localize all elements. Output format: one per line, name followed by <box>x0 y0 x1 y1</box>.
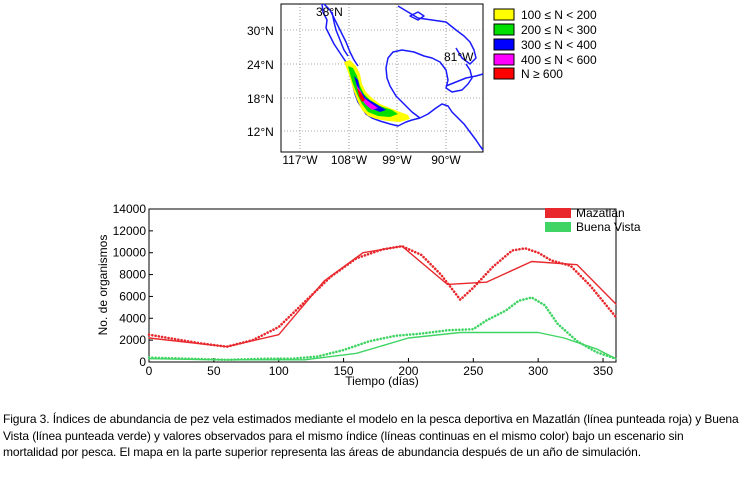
y-tick-label: 10000 <box>113 246 147 260</box>
abundance-map: 38°N 81°W 30°N 24°N 18°N 12°N 117°W 108°… <box>247 3 597 167</box>
x-tick-label: 150 <box>334 364 354 378</box>
map-corner-lon-label: 81°W <box>444 50 474 64</box>
x-axis-ticks: 0 50 100 150 200 250 300 350 <box>146 358 613 378</box>
map-lon-label: 90°W <box>431 153 461 167</box>
legend-label-buena-vista: Buena Vista <box>576 220 641 234</box>
y-tick-label: 4000 <box>119 311 146 325</box>
map-corner-lat-label: 38°N <box>316 5 343 19</box>
map-lat-label: 30°N <box>247 24 274 38</box>
gulf-coast <box>385 49 473 119</box>
map-lat-label: 18°N <box>247 92 274 106</box>
map-legend-label: N ≥ 600 <box>521 67 563 81</box>
legend-label-mazatlan: Mazatlán <box>576 206 625 220</box>
x-axis-label: Tiempo (días) <box>345 374 419 388</box>
plot-area <box>148 208 617 363</box>
yucatan-coast <box>419 103 484 151</box>
map-legend-label: 200 ≤ N < 300 <box>521 23 597 37</box>
map-graticule <box>281 4 483 152</box>
y-axis-ticks: 0 2000 4000 6000 8000 10000 12000 14000 <box>113 202 153 369</box>
map-frame <box>280 3 484 153</box>
patch-level-400 <box>356 84 378 110</box>
map-legend-swatch-100 <box>493 8 515 21</box>
map-legend-swatch-200 <box>493 23 515 36</box>
map-legend-label: 100 ≤ N < 200 <box>521 8 597 22</box>
x-tick-label: 250 <box>463 364 483 378</box>
patch-level-600 <box>357 88 365 102</box>
map-lon-label: 117°W <box>282 153 318 167</box>
series-line-mazatlan-observed <box>148 245 617 348</box>
x-tick-label: 0 <box>146 364 153 378</box>
x-tick-label: 350 <box>593 364 613 378</box>
x-tick-label: 50 <box>207 364 221 378</box>
map-lon-label: 99°W <box>382 153 412 167</box>
series-line-buena-vista-observed <box>148 331 617 361</box>
florida-coast <box>397 5 477 65</box>
legend-swatch-mazatlan <box>545 208 571 218</box>
map-lat-label: 12°N <box>247 125 274 139</box>
y-tick-label: 6000 <box>119 289 146 303</box>
map-legend-swatch-600 <box>493 67 515 80</box>
lake-outline <box>409 11 425 21</box>
y-tick-label: 2000 <box>119 333 146 347</box>
abundance-line-chart: 0 50 100 150 200 250 300 350 0 2000 4000 6000 8000 1… <box>96 202 641 388</box>
patch-level-100 <box>344 60 410 122</box>
y-tick-label: 0 <box>139 355 146 369</box>
legend-swatch-buena-vista <box>545 222 571 232</box>
y-tick-label: 12000 <box>113 224 147 238</box>
series-line-buena-vista-model <box>147 296 618 362</box>
map-legend-label: 400 ≤ N < 600 <box>521 53 597 67</box>
map-lat-label: 24°N <box>247 58 274 72</box>
figure-caption: Figura 3. Índices de abundancia de pez v… <box>3 412 739 459</box>
baja-california <box>323 3 359 67</box>
x-tick-label: 200 <box>398 364 418 378</box>
map-lon-label: 108°W <box>331 153 368 167</box>
chart-legend: Mazatlán Buena Vista <box>545 206 641 234</box>
x-tick-label: 100 <box>269 364 289 378</box>
y-tick-label: 14000 <box>113 202 147 216</box>
series-layer <box>147 244 618 362</box>
x-tick-label: 300 <box>528 364 548 378</box>
y-axis-label: No. de organismos <box>96 235 110 336</box>
y-tick-label: 8000 <box>119 268 146 282</box>
map-legend-swatch-300 <box>493 38 515 51</box>
map-legend: 100 ≤ N < 200 200 ≤ N < 300 300 ≤ N < 40… <box>493 8 597 81</box>
abundance-patches <box>344 60 410 122</box>
map-legend-label: 300 ≤ N < 400 <box>521 38 597 52</box>
map-legend-swatch-400 <box>493 53 515 66</box>
cuba-coast <box>445 73 484 87</box>
